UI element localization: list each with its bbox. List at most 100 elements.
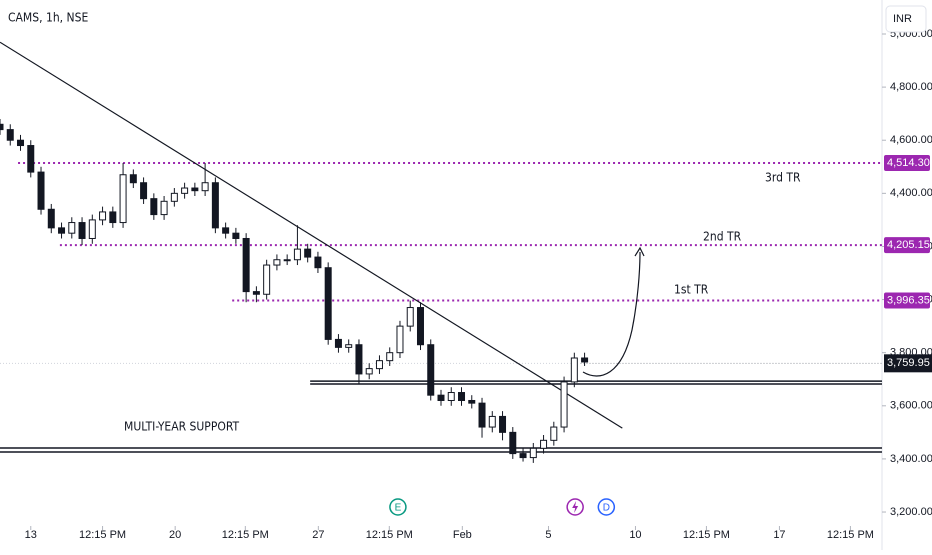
y-tick-label: 3,400.00 <box>890 453 932 465</box>
candle-body <box>499 415 507 433</box>
x-tick-label: 27 <box>312 529 324 541</box>
candle-body <box>129 174 137 184</box>
candle-body <box>581 357 589 363</box>
candle-body <box>109 211 117 224</box>
event-marker <box>389 498 407 516</box>
level-badge <box>884 154 930 171</box>
candle-body <box>232 232 240 239</box>
candle-body <box>478 402 486 428</box>
candle-body <box>355 344 363 375</box>
x-tick-label: Feb <box>453 529 472 541</box>
annotation: 3rd TR <box>765 171 801 185</box>
candle-body <box>201 182 209 192</box>
candle-body <box>273 259 281 266</box>
x-tick-label: 5 <box>545 529 551 541</box>
candle-body <box>560 381 568 428</box>
y-tick-label: 3,200.00 <box>890 506 932 518</box>
candle-body <box>222 227 230 234</box>
candle-body <box>242 237 250 293</box>
level-label: 3,996.35 <box>887 294 930 306</box>
candle-body <box>345 344 353 348</box>
candle-body <box>519 453 527 459</box>
level-badge <box>884 237 930 254</box>
candle-body <box>160 200 168 216</box>
candle-body <box>509 431 517 455</box>
candle-body <box>6 129 14 141</box>
candle-body <box>170 192 178 202</box>
symbol-title: CAMS, 1h, NSE <box>8 11 88 25</box>
candle-body <box>437 394 445 401</box>
candle-body <box>529 447 537 459</box>
y-tick-label: 4,400.00 <box>890 187 932 199</box>
candle-body <box>150 198 158 216</box>
candle-body <box>416 307 424 346</box>
candle-body <box>88 219 96 239</box>
candle-body <box>406 307 414 327</box>
candle-body <box>293 248 301 261</box>
event-marker <box>597 498 616 516</box>
x-tick-label: 17 <box>773 529 785 541</box>
x-tick-label: 12:15 PM <box>222 529 269 541</box>
candle-body <box>37 171 45 210</box>
candle-body <box>78 222 86 239</box>
candle-body <box>550 426 558 441</box>
candle-body <box>68 222 76 234</box>
candle-body <box>191 187 199 192</box>
last-price-label: 3,759.95 <box>887 357 930 369</box>
last-price-badge <box>884 354 932 373</box>
y-tick-label: 4,800.00 <box>890 81 932 93</box>
candle-body <box>211 182 219 229</box>
candle-body <box>324 267 332 340</box>
candle-body <box>99 211 107 221</box>
candle-body <box>570 357 578 383</box>
candle-body <box>458 392 466 401</box>
x-tick-label: 10 <box>629 529 641 541</box>
level-badge <box>884 292 930 309</box>
candle-body <box>540 439 548 449</box>
candle-body <box>304 248 312 258</box>
candle-body <box>314 256 322 269</box>
x-tick-label: 12:15 PM <box>79 529 126 541</box>
currency: INR <box>893 13 912 25</box>
candle-body <box>263 264 271 295</box>
candle-body <box>119 174 127 224</box>
candle-body <box>58 227 66 234</box>
candle-body <box>17 139 25 147</box>
candle-body <box>47 208 55 229</box>
event-label: E <box>395 503 402 514</box>
candle-body <box>427 344 435 396</box>
annotation: MULTI-YEAR SUPPORT <box>124 420 239 434</box>
x-tick-label: 12:15 PM <box>827 529 874 541</box>
y-tick-label: 4,600.00 <box>890 134 932 146</box>
candle-body <box>27 145 35 173</box>
candle-body <box>283 259 291 262</box>
candle-body <box>386 352 394 362</box>
event-icon <box>572 501 579 513</box>
level-label: 4,205.15 <box>887 239 930 251</box>
currency-box[interactable] <box>885 5 927 33</box>
candle-body <box>140 182 148 200</box>
annotation: 2nd TR <box>703 230 742 244</box>
candle-body <box>365 368 373 375</box>
x-tick-label: 12:15 PM <box>683 529 730 541</box>
candle-body <box>334 338 342 348</box>
event-label: D <box>603 503 610 514</box>
projection-arrow <box>582 251 641 377</box>
y-tick-label: 3,600.00 <box>890 400 932 412</box>
axes: 3,200.003,400.003,600.003,800.004,000.00… <box>25 28 932 541</box>
x-tick-label: 12:15 PM <box>366 529 413 541</box>
candle-body <box>447 392 455 401</box>
x-tick-label: 20 <box>169 529 181 541</box>
x-tick-label: 13 <box>25 529 37 541</box>
arrow-head <box>634 246 645 257</box>
annotation: 1st TR <box>674 283 709 297</box>
candle-body <box>181 187 189 194</box>
candle-body <box>468 399 476 404</box>
level-label: 4,514.30 <box>887 157 930 169</box>
candle-body <box>375 360 383 370</box>
trendline <box>0 41 623 429</box>
candle-body <box>0 123 4 131</box>
candle-body <box>252 291 260 295</box>
